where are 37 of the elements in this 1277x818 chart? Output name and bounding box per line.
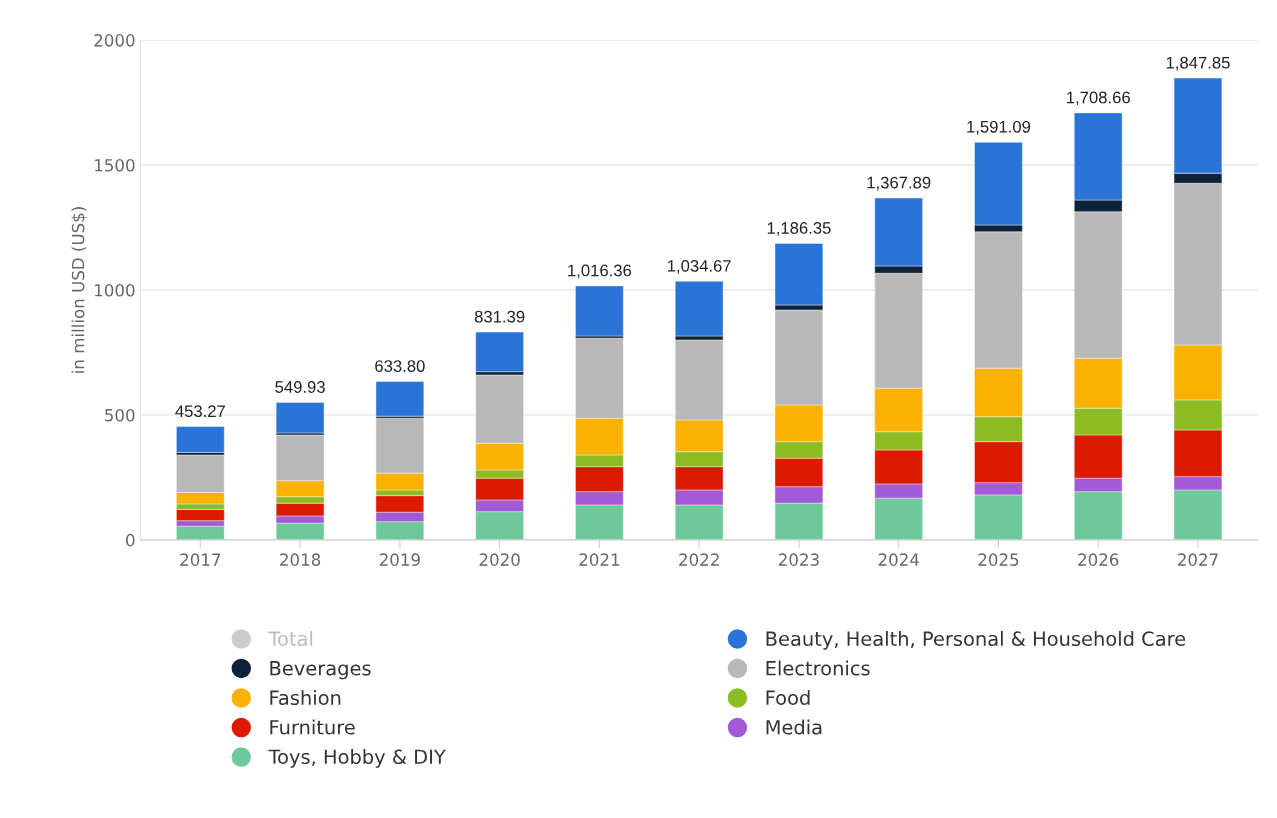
total-label: 549.93 <box>275 381 325 393</box>
x-tick-label: 2027 <box>1178 553 1218 566</box>
y-tick-label: 2000 <box>94 34 135 47</box>
x-tick-label: 2026 <box>1078 553 1119 566</box>
x-tick-label: 2018 <box>280 553 321 566</box>
y-axis-title: in million USD (US$) <box>71 207 87 373</box>
legend-label: Toys, Hobby & DIY <box>268 749 446 768</box>
total-label: 1,708.66 <box>1067 91 1130 106</box>
x-tick-label: 2021 <box>579 553 620 566</box>
total-label: 1,847.85 <box>1166 56 1230 71</box>
legend-label: Furniture <box>270 719 355 735</box>
x-tick-label: 2024 <box>878 553 919 566</box>
legend-label: Beverages <box>270 661 371 680</box>
legend-label: Fashion <box>270 690 341 706</box>
total-label: 1,367.89 <box>867 176 931 191</box>
x-tick-label: 2017 <box>180 553 221 566</box>
legend-label: Media <box>766 719 822 735</box>
total-label: 1,016.36 <box>568 264 632 279</box>
x-tick-label: 2019 <box>379 553 420 566</box>
y-tick-label: 1500 <box>95 158 135 172</box>
x-tick-label: 2023 <box>778 553 819 566</box>
legend-label: Total <box>268 631 313 647</box>
total-label: 831.39 <box>474 310 525 323</box>
total-label: 633.80 <box>375 360 425 372</box>
x-tick-label: 2020 <box>479 553 520 566</box>
legend-label: Beauty, Health, Personal & Household Care <box>766 631 1186 650</box>
legend-label: Food <box>766 690 810 706</box>
legend-label: Electronics <box>766 660 870 676</box>
x-tick-label: 2025 <box>978 553 1019 566</box>
total-label: 453.27 <box>175 405 225 418</box>
x-tick-label: 2022 <box>679 553 719 566</box>
total-label: 1,034.67 <box>667 259 731 274</box>
total-label: 1,591.09 <box>967 120 1031 135</box>
y-tick-label: 500 <box>105 408 135 422</box>
total-label: 1,186.35 <box>767 222 831 236</box>
y-tick-label: 1000 <box>95 283 135 297</box>
y-tick-label: 0 <box>126 533 135 547</box>
